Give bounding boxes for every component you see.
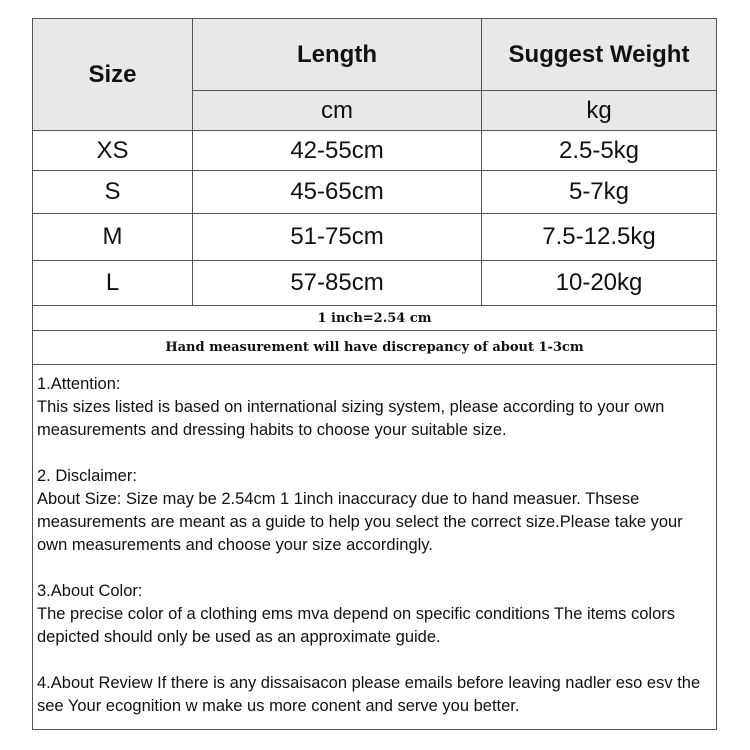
header-weight: Suggest Weight xyxy=(481,18,717,91)
conversion-note: 1 inch=2.54 cm xyxy=(32,305,717,331)
note-attention: 1.Attention: This sizes listed is based o… xyxy=(37,373,712,442)
table-row: L 57-85cm 10-20kg xyxy=(32,260,717,306)
note-body: About Size: Size may be 2.54cm 1 1inch i… xyxy=(37,490,683,554)
weight-cell: 5-7kg xyxy=(481,170,717,214)
notes-section: 1.Attention: This sizes listed is based o… xyxy=(32,364,717,730)
weight-cell: 10-20kg xyxy=(481,260,717,306)
note-title: 3.About Color: xyxy=(37,582,143,600)
size-cell: M xyxy=(32,213,193,261)
note-review: 4.About Review If there is any dissaisac… xyxy=(37,672,712,718)
header-length: Length xyxy=(192,18,482,91)
size-cell: L xyxy=(32,260,193,306)
note-body: This sizes listed is based on internatio… xyxy=(37,398,665,439)
length-cell: 57-85cm xyxy=(192,260,482,306)
note-disclaimer: 2. Disclaimer: About Size: Size may be 2.… xyxy=(37,465,712,557)
table-row: XS 42-55cm 2.5-5kg xyxy=(32,130,717,171)
note-title: 1.Attention: xyxy=(37,375,121,393)
table-row: M 51-75cm 7.5-12.5kg xyxy=(32,213,717,261)
weight-cell: 2.5-5kg xyxy=(481,130,717,171)
size-cell: XS xyxy=(32,130,193,171)
length-cell: 51-75cm xyxy=(192,213,482,261)
discrepancy-note: Hand measurement will have discrepancy o… xyxy=(32,330,717,365)
size-cell: S xyxy=(32,170,193,214)
size-chart-table: Size Length Suggest Weight cm kg XS 42-5… xyxy=(32,18,717,365)
table-row: S 45-65cm 5-7kg xyxy=(32,170,717,214)
note-color: 3.About Color: The precise color of a clo… xyxy=(37,580,712,649)
length-cell: 45-65cm xyxy=(192,170,482,214)
note-title: 2. Disclaimer: xyxy=(37,467,137,485)
note-body: 4.About Review If there is any dissaisac… xyxy=(37,674,701,715)
header-size: Size xyxy=(32,18,193,131)
length-cell: 42-55cm xyxy=(192,130,482,171)
weight-cell: 7.5-12.5kg xyxy=(481,213,717,261)
note-body: The precise color of a clothing ems mva … xyxy=(37,605,676,646)
weight-unit: kg xyxy=(481,90,717,131)
length-unit: cm xyxy=(192,90,482,131)
